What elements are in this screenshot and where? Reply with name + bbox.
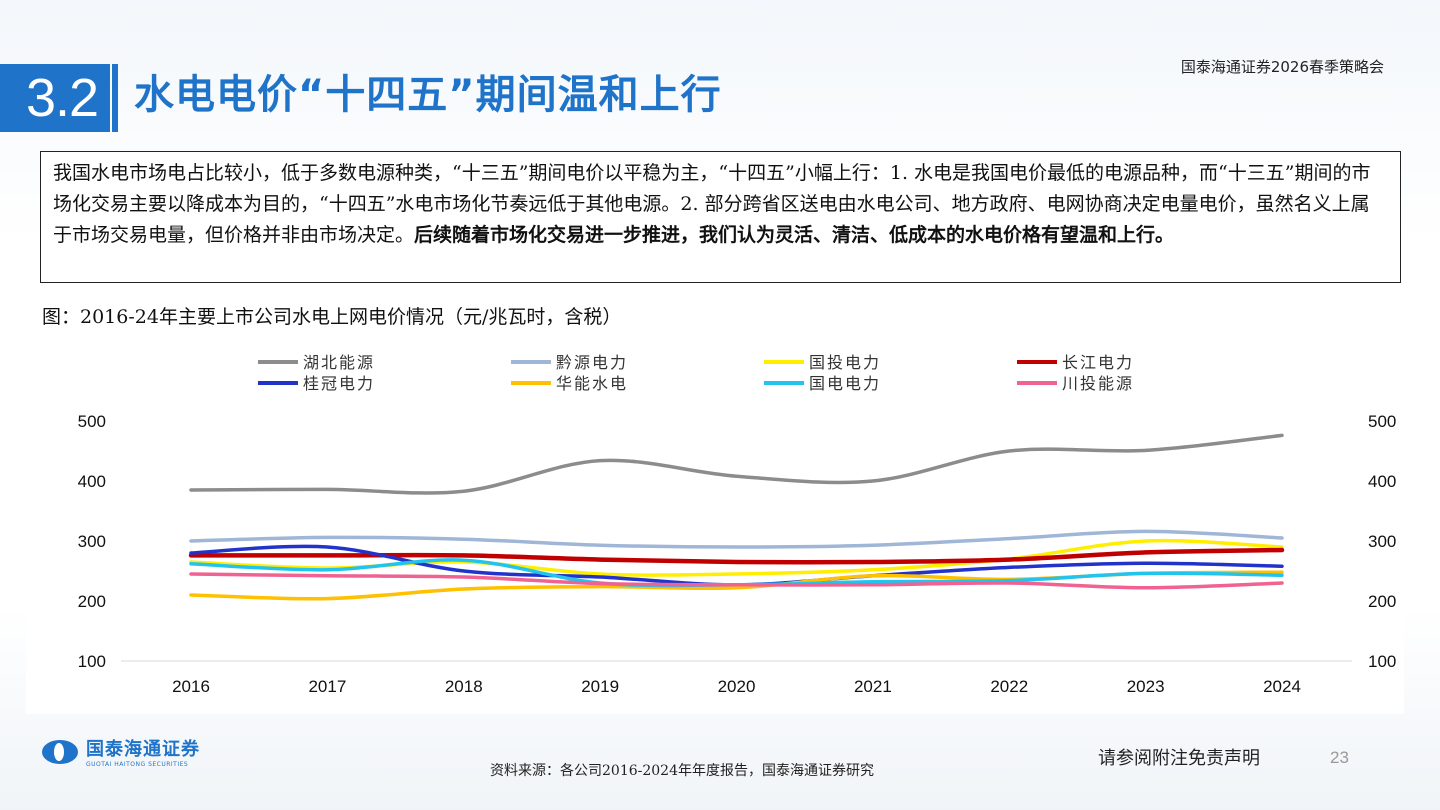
series-line-8	[189, 572, 1284, 590]
logo-emblem-icon	[42, 739, 78, 764]
legend-label: 长江电力	[1062, 353, 1134, 372]
y-tick-label-left: 400	[78, 472, 106, 491]
hydro-price-line-chart: 100 100 200 200 300 300 400 400 500 500 2016 2017 20…	[78, 353, 1397, 696]
event-brand-line: 国泰海通证券2026春季策略会	[1180, 58, 1384, 76]
x-tick-label: 2017	[308, 677, 346, 696]
legend-label: 川投能源	[1062, 374, 1134, 393]
y-tick-label-right: 100	[1368, 652, 1396, 671]
figure-caption: 图：2016-24年主要上市公司水电上网电价情况（元/兆瓦时，含税）	[42, 306, 622, 328]
y-tick-label-left: 200	[78, 592, 106, 611]
logo-name-cn: 国泰海通证券	[86, 739, 200, 760]
legend-label: 国投电力	[809, 353, 881, 372]
summary-body: 我国水电市场电占比较小，低于多数电源种类，“十三五”期间电价以平稳为主，“十四五…	[53, 162, 1371, 246]
y-tick-label-right: 400	[1368, 472, 1396, 491]
series-line-1	[189, 433, 1284, 495]
y-tick-label-left: 100	[78, 652, 106, 671]
disclaimer-link[interactable]: 请参阅附注免责声明	[1098, 748, 1260, 769]
x-tick-label: 2024	[1263, 677, 1301, 696]
y-tick-label-right: 300	[1368, 532, 1396, 551]
legend-label: 湖北能源	[303, 353, 375, 372]
logo-name-en: GUOTAI HAITONG SECURITIES	[86, 761, 189, 768]
y-tick-label-right: 500	[1368, 412, 1396, 431]
x-tick-label: 2016	[172, 677, 210, 696]
y-tick-label-left: 300	[78, 532, 106, 551]
legend-label: 国电电力	[809, 374, 881, 393]
legend-label: 黔源电力	[556, 353, 628, 372]
summary-textbox: 我国水电市场电占比较小，低于多数电源种类，“十三五”期间电价以平稳为主，“十四五…	[40, 151, 1401, 283]
x-tick-label: 2019	[581, 677, 619, 696]
x-tick-label: 2018	[445, 677, 483, 696]
y-tick-label-right: 200	[1368, 592, 1396, 611]
series-line-2	[189, 529, 1284, 549]
x-tick-label: 2023	[1127, 677, 1165, 696]
x-tick-label: 2022	[990, 677, 1028, 696]
page-title: 水电电价“十四五”期间温和上行	[134, 72, 722, 118]
summary-conclusion: 后续随着市场化交易进一步推进，我们认为灵活、清洁、低成本的水电价格有望温和上行。	[414, 224, 1175, 246]
series-line-4	[188, 547, 1285, 565]
page-number: 23	[1330, 748, 1349, 767]
company-logo: 国泰海通证券 GUOTAI HAITONG SECURITIES	[42, 735, 200, 768]
section-divider	[112, 64, 118, 132]
legend-label: 华能水电	[556, 374, 628, 393]
legend-label: 桂冠电力	[303, 374, 375, 393]
chart-panel: 100 100 200 200 300 300 400 400 500 500 2016 2017 20…	[26, 338, 1404, 714]
x-tick-label: 2020	[718, 677, 756, 696]
source-note: 资料来源：各公司2016-2024年年度报告，国泰海通证券研究	[490, 763, 874, 779]
x-tick-label: 2021	[854, 677, 892, 696]
section-number-badge: 3.2	[0, 64, 110, 132]
y-tick-label-left: 500	[78, 412, 106, 431]
